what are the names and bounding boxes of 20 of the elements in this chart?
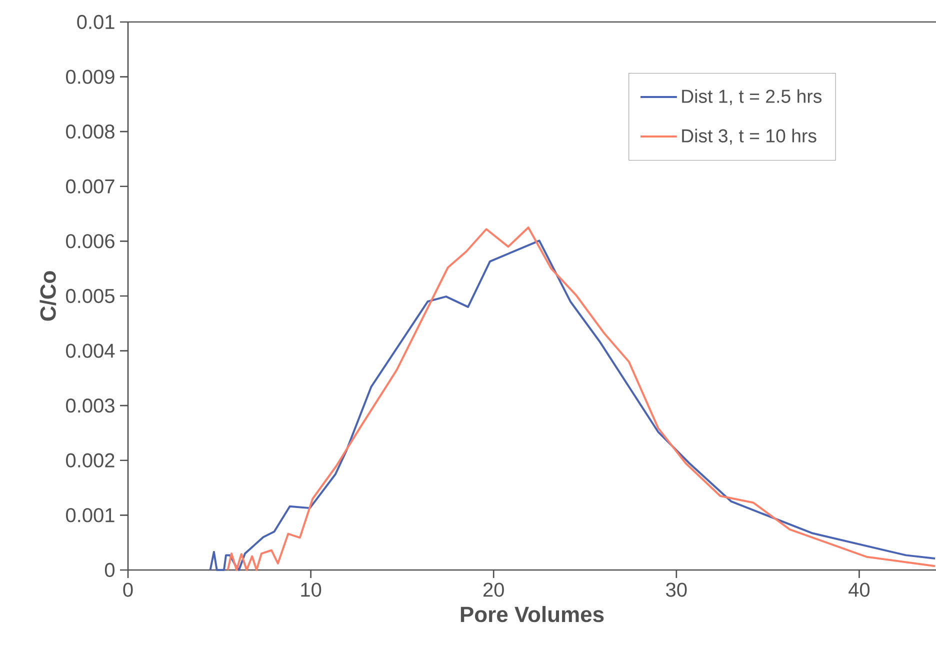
y-tick-label: 0.004	[66, 344, 115, 358]
y-tick-label: 0	[104, 562, 114, 578]
y-tick-label: 0.007	[66, 179, 114, 194]
x-axis-title: Pore Volumes	[460, 606, 604, 622]
y-tick-label: 0.003	[66, 398, 114, 413]
y-tick-label: 0.006	[66, 234, 114, 248]
x-tick-label: 30	[666, 582, 687, 597]
y-tick-label: 0.001	[66, 508, 114, 522]
x-tick-label: 40	[848, 582, 870, 597]
legend-label: Dist 1, t = 2.5 hrs	[682, 89, 822, 106]
legend-label: Dist 3, t = 10 hrs	[682, 128, 816, 145]
x-tick-label: 20	[483, 582, 504, 597]
x-tick-label: 0	[123, 582, 133, 597]
y-tick-label: 0.002	[66, 453, 114, 468]
y-tick-label: 0.008	[66, 124, 114, 139]
x-tick-label: 10	[301, 582, 322, 597]
y-tick-label: 0.01	[77, 14, 114, 30]
y-tick-label: 0.009	[66, 70, 114, 84]
y-tick-label: 0.005	[66, 288, 114, 304]
y-axis-title: C/Co	[40, 271, 56, 321]
